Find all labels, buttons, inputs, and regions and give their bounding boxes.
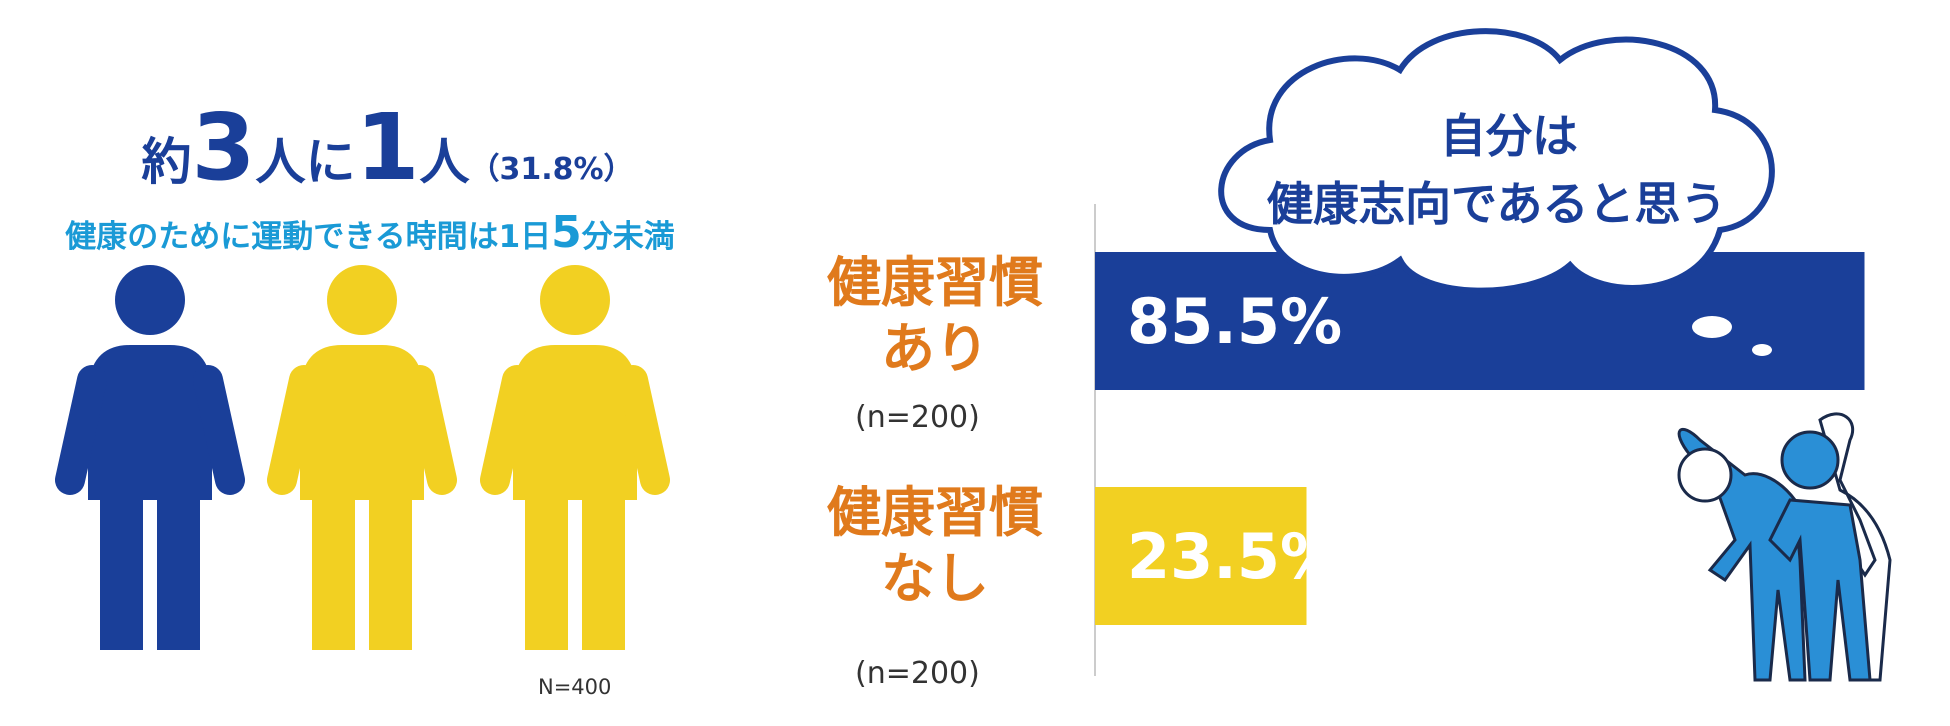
illustration — [1677, 412, 1892, 682]
sample-size: (n=200) — [855, 400, 980, 435]
headline-number: 1 — [355, 94, 420, 201]
person-head — [540, 265, 610, 335]
category-label: 健康習慣なし — [827, 481, 1043, 610]
person-body — [300, 345, 424, 500]
headline-part: 人に — [255, 133, 356, 191]
headline-number: 3 — [191, 94, 256, 201]
callout-line: 自分は — [1440, 109, 1578, 163]
headline: 約3人に1人（31.8%） — [0, 102, 775, 194]
value-label: 23.5% — [1127, 520, 1342, 593]
person-leg — [582, 480, 625, 650]
person-body — [88, 345, 212, 500]
person-leg — [157, 480, 200, 650]
person-arm — [618, 365, 670, 495]
person-leg — [100, 480, 143, 650]
person-arm — [480, 365, 532, 495]
value-label: 85.5% — [1127, 285, 1342, 358]
callout-line: 健康志向であると思う — [1267, 177, 1727, 231]
person-arm — [267, 365, 319, 495]
headline-percent: （31.8%） — [469, 152, 634, 187]
person-leg — [525, 480, 568, 650]
subtitle-part: 分未満 — [581, 219, 675, 255]
cloud-bubble — [1752, 344, 1772, 356]
person-icon — [480, 265, 670, 650]
person-icon — [55, 265, 245, 650]
person-icon — [267, 265, 457, 650]
sample-note: N=400 — [538, 675, 612, 699]
subtitle-part: 健康のために運動できる時間は1日 — [65, 219, 552, 255]
person-leg — [312, 480, 355, 650]
person-arm — [193, 365, 245, 495]
thought-cloud — [1218, 28, 1775, 294]
sample-size: (n=200) — [855, 656, 980, 691]
headline-part: 人 — [419, 133, 470, 191]
person-head — [327, 265, 397, 335]
subtitle: 健康のために運動できる時間は1日5分未満 — [0, 207, 740, 258]
cloud-bubble — [1692, 316, 1732, 338]
person-body — [513, 345, 637, 500]
person-leg — [369, 480, 412, 650]
bar — [1095, 487, 1307, 625]
category-label: 健康習慣あり — [827, 251, 1043, 380]
person-head — [115, 265, 185, 335]
subtitle-number: 5 — [551, 207, 582, 258]
person-arm — [405, 365, 457, 495]
headline-part: 約 — [141, 133, 192, 191]
person-arm — [55, 365, 107, 495]
